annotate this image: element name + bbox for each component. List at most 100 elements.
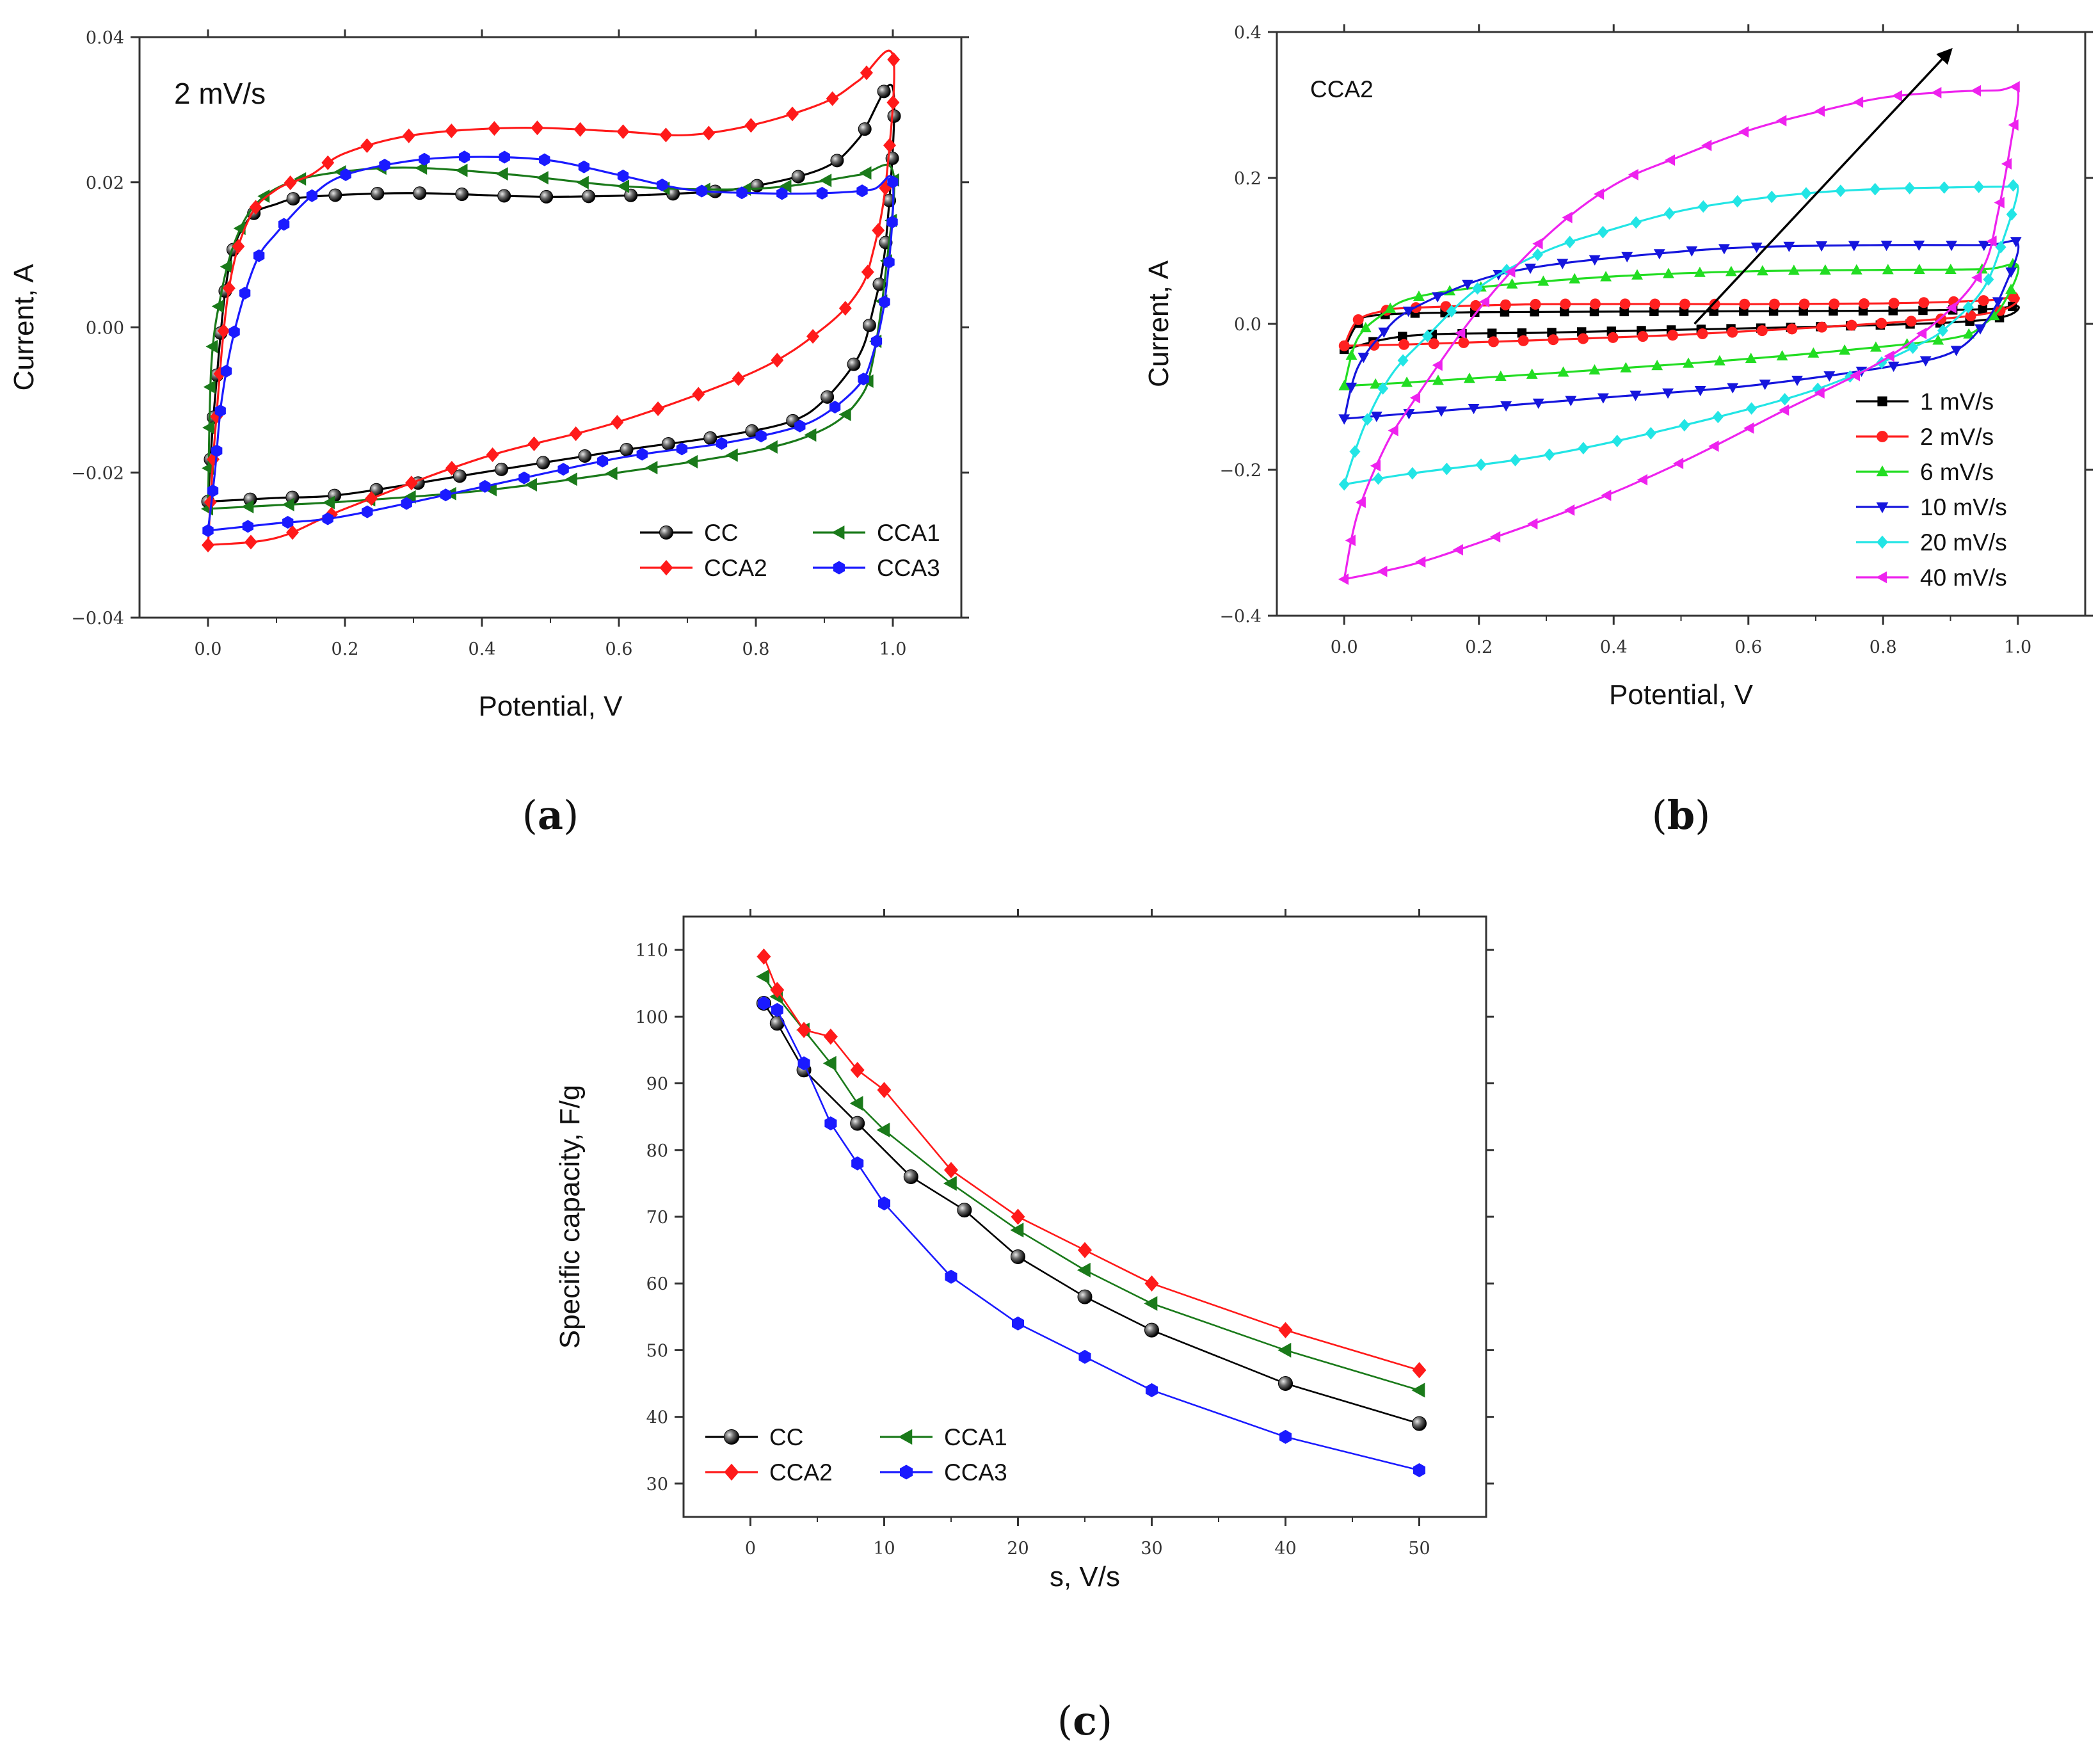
data-point	[736, 186, 748, 200]
data-point	[824, 1116, 837, 1131]
x-tick-label: 0.4	[468, 639, 496, 659]
series-line	[207, 156, 895, 532]
data-point	[527, 436, 541, 451]
data-point	[1349, 445, 1361, 458]
data-point	[1413, 1463, 1426, 1478]
data-point	[838, 301, 852, 316]
chart-panel-c: 0 10 20 30 40 50 30 40 50 60 70 80 90 100 110 s, V/s Spe…	[554, 909, 1494, 1744]
data-point	[1823, 371, 1836, 382]
data-point	[1565, 396, 1577, 406]
data-point	[794, 419, 806, 433]
data-point	[1279, 1429, 1292, 1444]
data-point	[1397, 354, 1409, 367]
x-tick-label: 0.6	[1734, 637, 1762, 657]
x-tick-label: 30	[1141, 1539, 1162, 1559]
panel-label: (a)	[522, 792, 579, 838]
data-point	[1478, 296, 1490, 308]
data-point	[440, 488, 452, 502]
y-tick-label: 0.04	[86, 28, 124, 48]
legend-marker	[724, 1463, 739, 1481]
x-tick-label: 1.0	[879, 639, 907, 659]
data-point	[1359, 321, 1372, 333]
data-point	[661, 437, 675, 451]
data-point	[220, 364, 232, 378]
legend-marker	[723, 1429, 740, 1445]
data-point	[1338, 340, 1350, 351]
data-point	[1870, 341, 1882, 352]
legend-label: CC	[769, 1424, 803, 1450]
data-point	[765, 440, 778, 454]
data-point	[887, 109, 901, 123]
y-axis-title: Current, A	[1143, 260, 1174, 387]
data-point	[1441, 462, 1452, 476]
data-point	[1411, 1383, 1425, 1398]
data-point	[1950, 346, 1962, 357]
data-point	[1078, 1349, 1091, 1364]
data-point	[1679, 298, 1690, 310]
data-point	[1560, 307, 1569, 317]
x-tick-label: 0.2	[332, 639, 359, 659]
data-point	[860, 65, 873, 81]
legend-marker	[833, 561, 845, 575]
data-point	[203, 380, 216, 394]
data-point	[1077, 1262, 1091, 1278]
data-point	[771, 1002, 783, 1017]
data-point	[1562, 211, 1573, 223]
data-point	[1527, 518, 1538, 530]
data-point	[1798, 298, 1810, 310]
data-point	[531, 120, 544, 136]
chart-annotation: 2 mV/s	[174, 77, 266, 110]
x-tick-label: 20	[1007, 1539, 1029, 1559]
data-point	[859, 166, 872, 180]
data-point	[1814, 387, 1825, 399]
data-point	[539, 153, 550, 166]
data-point	[1651, 360, 1663, 371]
data-point	[1446, 305, 1457, 318]
data-point	[1679, 419, 1690, 432]
data-point	[755, 429, 767, 443]
data-point	[883, 255, 895, 269]
data-point	[1887, 361, 1900, 373]
x-tick-label: 1.0	[2004, 637, 2031, 657]
legend-marker	[1876, 571, 1887, 584]
data-point	[1370, 378, 1382, 389]
data-point	[1718, 244, 1730, 255]
data-point	[779, 179, 792, 193]
data-point	[850, 1062, 865, 1078]
y-tick-label: −0.04	[71, 609, 124, 629]
series-40-mv-s	[1338, 81, 2020, 585]
data-point	[1544, 448, 1555, 461]
data-point	[2006, 257, 2019, 268]
data-point	[1384, 302, 1397, 313]
data-point	[636, 447, 648, 461]
legend-marker	[831, 525, 845, 540]
chart-panel-b: 0.0 0.2 0.4 0.6 0.8 1.0 −0.4 −0.2 0.0 0.2 0.4 Poten…	[1143, 23, 2093, 838]
data-point	[2005, 267, 2017, 278]
data-point	[1557, 259, 1569, 269]
data-point	[1589, 298, 1601, 310]
data-point	[1409, 392, 1421, 404]
legend-marker	[659, 525, 673, 540]
data-point	[1859, 298, 1870, 309]
data-point	[1739, 298, 1750, 310]
data-point	[1904, 182, 1916, 195]
data-point	[1500, 401, 1512, 412]
data-point	[1463, 373, 1475, 383]
legend-item: CCA2	[640, 555, 767, 581]
y-axis-title: Specific capacity, F/g	[554, 1085, 586, 1349]
data-point	[1816, 321, 1827, 333]
y-tick-label: 0.2	[1234, 169, 1261, 189]
data-point	[207, 484, 219, 497]
data-point	[2007, 179, 2019, 192]
data-point	[1694, 266, 1706, 277]
data-point	[1557, 366, 1569, 377]
data-point	[282, 516, 294, 529]
x-tick-label: 0.0	[195, 639, 222, 659]
x-tick-label: 50	[1408, 1539, 1430, 1559]
data-point	[1776, 115, 1787, 127]
data-point	[1361, 413, 1373, 426]
y-axis-title: Current, A	[8, 264, 40, 391]
series-line	[1343, 85, 2020, 581]
data-point	[750, 179, 764, 193]
data-point	[1884, 350, 1894, 362]
